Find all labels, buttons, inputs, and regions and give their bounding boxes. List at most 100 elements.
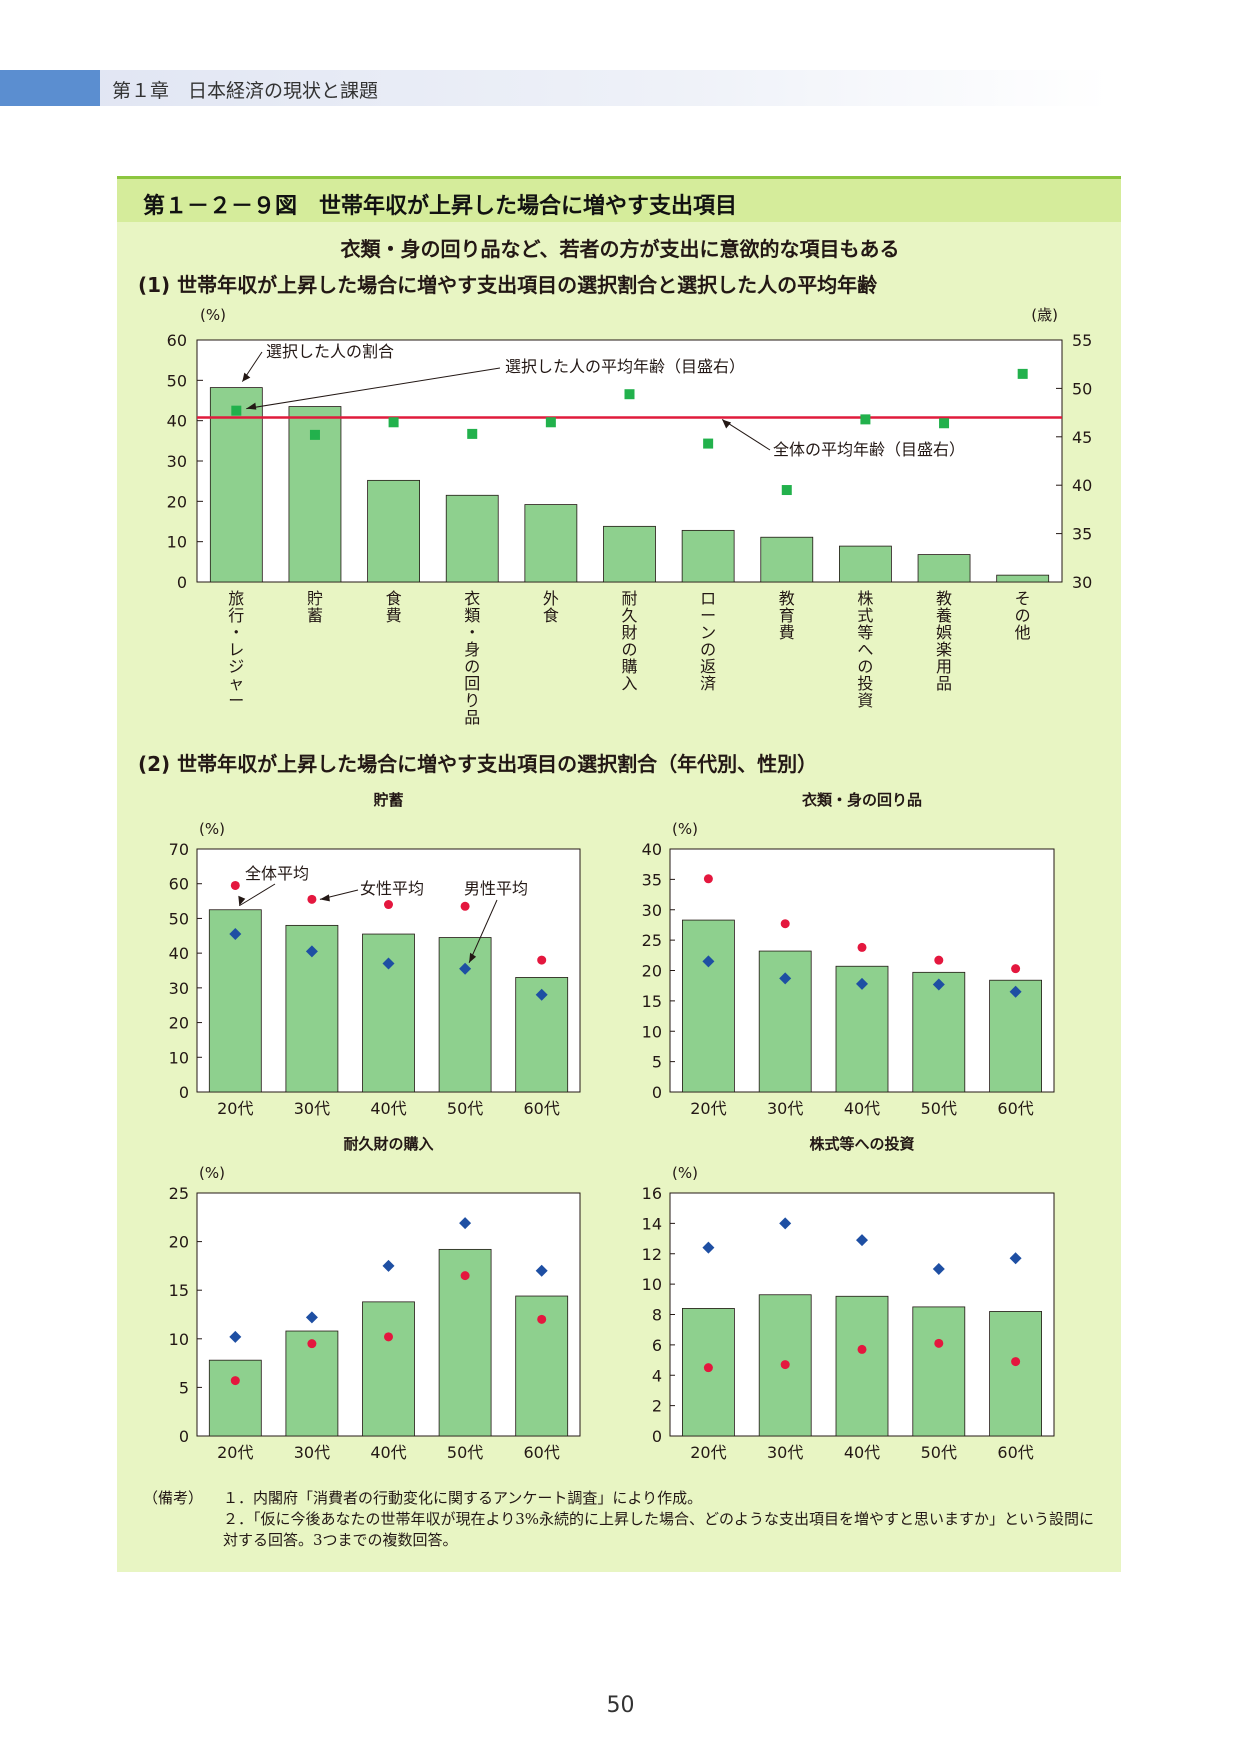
chart2-female-marker: [384, 900, 393, 910]
chart3-female-marker: [934, 955, 944, 965]
figure-subtitle: 衣類・身の回り品など、若者の方が支出に意欲的な項目もある: [341, 237, 900, 261]
chart4-female-marker: [307, 1339, 317, 1349]
chart5-female-marker: [1011, 1357, 1021, 1367]
chart5-female-marker: [780, 1360, 790, 1370]
chart2-female-marker: [307, 894, 317, 904]
chart2-tick-label: 50: [169, 909, 189, 928]
chart5-category-label: 60代: [997, 1443, 1033, 1462]
chart1-right-axis-unit: (歳): [1031, 306, 1058, 324]
chart1-right-tick-label: 35: [1072, 525, 1092, 544]
chart1-bar: [760, 536, 814, 583]
chart3-tick-label: 5: [652, 1053, 662, 1072]
chart2-title: 貯蓄: [373, 791, 403, 809]
chart5-male-marker: [856, 1234, 868, 1247]
chart5-female-marker: [703, 1363, 713, 1373]
chapter-title: 第１章 日本経済の現状と課題: [112, 80, 379, 102]
chart3-tick-label: 30: [642, 901, 662, 920]
chart2-category-label: 30代: [294, 1099, 330, 1118]
note-item: １．内閣府「消費者の行動変化に関するアンケート調査」により作成。: [223, 1489, 703, 1507]
chart4-female-marker: [230, 1376, 240, 1386]
chart1-category-label: 教養娯楽用品: [936, 589, 952, 693]
chart1-category-label: 株式等への投資: [857, 589, 873, 710]
chart1-bar: [996, 574, 1050, 583]
chart1-age-marker: [860, 414, 871, 425]
chart1-bar: [524, 504, 578, 583]
chart5-category-label: 50代: [921, 1443, 957, 1462]
figure-title: 第１－２－９図 世帯年収が上昇した場合に増やす支出項目: [143, 194, 738, 219]
chart2-tick-label: 0: [179, 1083, 189, 1102]
chart1-bar: [839, 545, 892, 583]
chart1-category-label: 食費: [386, 589, 402, 625]
chart4-title: 耐久財の購入: [343, 1135, 433, 1153]
chart5-bar: [912, 1306, 966, 1437]
chart4-male-marker: [535, 1264, 548, 1277]
chart1-age-marker: [624, 389, 635, 400]
legend-arrowhead: [319, 894, 330, 902]
chart1-age-marker: [781, 485, 792, 496]
note-item: ２．「仮に今後あなたの世帯年収が現在より3%永続的に上昇した場合、どのような支出…: [223, 1510, 1095, 1549]
chart3-title: 衣類・身の回り品: [802, 791, 922, 809]
chart5-tick-label: 2: [652, 1397, 662, 1416]
chart4-male-marker: [305, 1311, 318, 1324]
chart4-female-marker: [384, 1332, 393, 1342]
chart1-bar: [603, 525, 656, 583]
chart5-tick-label: 16: [642, 1184, 662, 1203]
chart1-category-label: 貯蓄: [307, 589, 323, 625]
chart3-female-marker: [780, 919, 790, 929]
chart4-female-marker: [460, 1271, 470, 1281]
chart5-male-marker: [779, 1217, 792, 1230]
chart4-tick-label: 10: [169, 1330, 189, 1349]
chart3-male-marker: [1009, 985, 1022, 998]
chart5-category-label: 40代: [844, 1443, 880, 1462]
legend-female: 女性平均: [360, 879, 424, 898]
chart1-right-tick-label: 45: [1072, 428, 1092, 447]
chart1-bar: [209, 387, 263, 583]
chart3-category-label: 20代: [690, 1099, 726, 1118]
chart3-tick-label: 20: [642, 962, 662, 981]
chart3-category-label: 40代: [844, 1099, 880, 1118]
chart3-male-marker: [856, 977, 868, 990]
chart1-left-tick-label: 40: [167, 412, 187, 431]
chart2-category-label: 20代: [217, 1099, 253, 1118]
chart1-left-tick-label: 50: [167, 371, 187, 390]
chart3-category-label: 50代: [921, 1099, 957, 1118]
chart3-tick-label: 0: [652, 1083, 662, 1102]
chart2-axis-unit: (%): [199, 820, 225, 838]
chart2-female-marker: [460, 901, 470, 911]
chart4-category-label: 60代: [524, 1443, 560, 1462]
legend-male-arrow: [468, 899, 498, 963]
chart1-title: (1) 世帯年収が上昇した場合に増やす支出項目の選択割合と選択した人の平均年齢: [138, 273, 878, 297]
chart3-tick-label: 25: [642, 931, 662, 950]
chart2-category-label: 50代: [447, 1099, 483, 1118]
chart2-female-marker: [230, 880, 240, 890]
chart4-category-label: 50代: [447, 1443, 483, 1462]
chart5-female-marker: [934, 1338, 944, 1348]
chart3-tick-label: 15: [642, 992, 662, 1011]
chart1-category-label: その他: [1015, 589, 1031, 642]
chart2-male-marker: [229, 928, 242, 941]
chart1-right-tick-label: 50: [1072, 379, 1092, 398]
chart5-tick-label: 0: [652, 1427, 662, 1446]
chart1-annotation-average-arrow: [721, 419, 771, 451]
chart1-left-tick-label: 10: [167, 533, 187, 552]
chart1-category-label: ローンの返済: [700, 589, 716, 693]
legend-arrowhead: [238, 895, 246, 906]
chart5-bar: [835, 1295, 889, 1437]
page-number: 50: [606, 1693, 635, 1718]
legend-arrowhead: [469, 952, 477, 963]
chart1-left-tick-label: 0: [177, 573, 187, 592]
chart1-category-label: 外食: [543, 589, 559, 625]
chart3-tick-label: 35: [642, 870, 662, 889]
chart5-title: 株式等への投資: [809, 1135, 914, 1153]
chart2-male-marker: [535, 988, 548, 1001]
chart5-tick-label: 14: [642, 1214, 662, 1233]
chart3-male-marker: [702, 955, 715, 968]
chart3-category-label: 30代: [767, 1099, 803, 1118]
chart5-tick-label: 4: [652, 1366, 662, 1385]
chart4-bar: [362, 1301, 415, 1437]
chart4-bar: [438, 1248, 492, 1437]
chart1-right-tick-label: 55: [1072, 331, 1092, 350]
chart2-tick-label: 10: [169, 1048, 189, 1067]
chart5-male-marker: [932, 1262, 945, 1275]
chart4-tick-label: 15: [169, 1281, 189, 1300]
